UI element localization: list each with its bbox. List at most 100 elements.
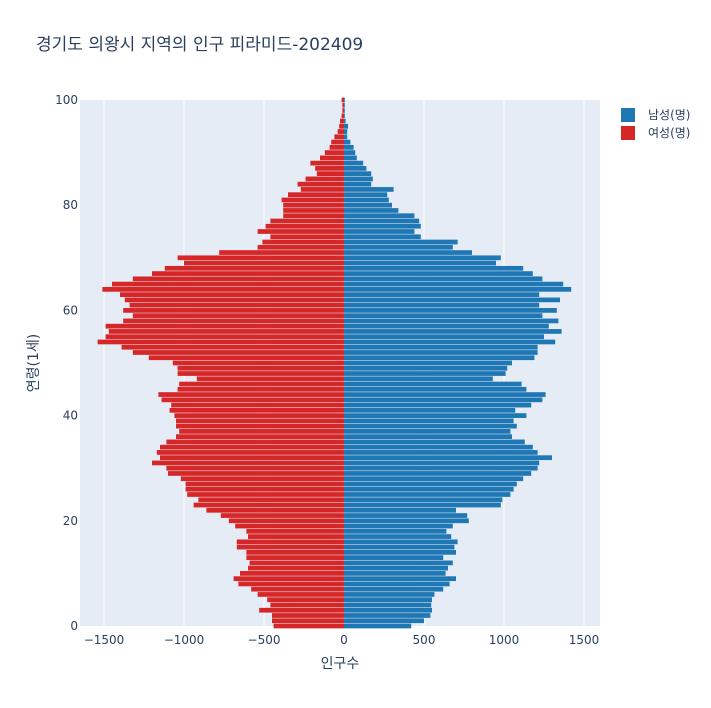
bar[interactable] [233,576,344,582]
legend-swatch-female[interactable] [621,126,635,140]
bar[interactable] [344,607,432,613]
bar[interactable] [344,155,357,161]
bar[interactable] [344,329,562,334]
bar[interactable] [129,302,344,308]
bar[interactable] [185,486,344,492]
bar[interactable] [267,597,344,603]
bar[interactable] [177,371,344,376]
bar[interactable] [123,318,344,324]
bar[interactable] [344,150,356,155]
bar[interactable] [152,460,344,466]
bar[interactable] [344,97,345,103]
bar[interactable] [257,244,344,250]
legend-swatch-male[interactable] [621,108,635,122]
bar[interactable] [340,118,344,124]
bar[interactable] [246,528,344,534]
bar[interactable] [108,329,344,334]
bar[interactable] [344,618,424,624]
bar[interactable] [344,281,564,287]
bar[interactable] [166,465,344,471]
bar[interactable] [344,539,458,545]
bar[interactable] [305,176,344,182]
bar[interactable] [344,423,517,429]
bar[interactable] [344,486,514,492]
bar[interactable] [344,118,346,124]
bar[interactable] [185,481,344,487]
bar[interactable] [344,108,345,113]
bar[interactable] [344,192,388,198]
bar[interactable] [344,260,496,266]
bar[interactable] [341,97,344,103]
bar[interactable] [344,397,543,403]
bar[interactable] [121,344,344,350]
bar[interactable] [344,102,345,108]
bar[interactable] [196,376,344,382]
bar[interactable] [344,460,540,466]
bar[interactable] [344,123,348,129]
legend-label-male[interactable]: 남성(명) [648,108,690,122]
bar[interactable] [102,286,345,292]
bar[interactable] [249,560,344,566]
bar[interactable] [344,323,549,329]
bar[interactable] [265,223,344,229]
bar[interactable] [198,497,344,503]
bar[interactable] [342,102,344,108]
bar[interactable] [152,271,344,276]
bar[interactable] [248,565,344,571]
bar[interactable] [105,323,344,329]
bar[interactable] [259,607,344,613]
bar[interactable] [288,192,344,198]
bar[interactable] [283,202,344,208]
bar[interactable] [344,297,560,303]
bar[interactable] [132,276,344,282]
bar[interactable] [206,507,344,513]
bar[interactable] [257,229,344,234]
bar[interactable] [177,386,344,392]
bar[interactable] [344,444,533,450]
bar[interactable] [329,144,344,150]
bar[interactable] [344,265,524,271]
bar[interactable] [174,413,344,418]
bar[interactable] [219,250,344,255]
bar[interactable] [164,265,344,271]
bar[interactable] [344,255,501,261]
bar[interactable] [337,129,344,134]
bar[interactable] [270,602,344,608]
bar[interactable] [176,434,344,440]
bar[interactable] [169,407,344,413]
bar[interactable] [344,244,453,250]
bar[interactable] [331,139,344,145]
bar[interactable] [262,239,344,245]
bar[interactable] [120,292,344,297]
bar[interactable] [344,113,345,119]
bar[interactable] [97,339,344,345]
bar[interactable] [184,260,344,266]
bar[interactable] [344,339,556,345]
bar[interactable] [341,113,344,119]
bar[interactable] [344,381,522,387]
bar[interactable] [160,444,344,450]
bar[interactable] [344,144,354,150]
bar[interactable] [344,302,540,308]
bar[interactable] [132,350,344,355]
bar[interactable] [344,392,546,397]
bar[interactable] [344,208,399,213]
bar[interactable] [273,623,344,629]
bar[interactable] [344,129,348,134]
bar[interactable] [344,355,535,361]
bar[interactable] [344,576,456,582]
bar[interactable] [344,465,538,471]
bar[interactable] [344,139,351,145]
bar[interactable] [344,229,415,234]
bar[interactable] [344,166,367,171]
bar[interactable] [156,450,344,455]
bar[interactable] [283,208,344,213]
bar[interactable] [344,218,420,224]
bar[interactable] [344,171,372,177]
bar[interactable] [344,534,452,539]
bar[interactable] [344,386,527,392]
bar[interactable] [344,481,517,487]
bar[interactable] [246,549,344,555]
bar[interactable] [344,413,527,418]
bar[interactable] [344,318,559,324]
